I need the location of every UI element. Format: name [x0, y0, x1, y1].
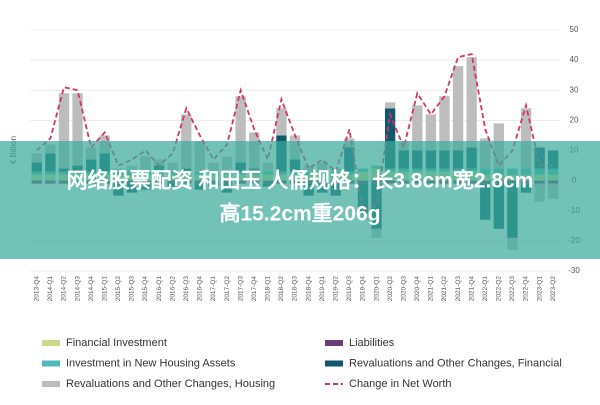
- x-tick-label: 2016-Q4: [197, 276, 204, 302]
- x-tick-label: 2019-Q4: [360, 276, 367, 302]
- bar: [452, 66, 464, 151]
- y-tick-label: -30: [568, 266, 580, 275]
- x-tick-label: 2020-Q2: [387, 276, 394, 302]
- x-tick-label: 2015-Q4: [142, 276, 149, 302]
- x-tick-label: 2017-Q4: [251, 276, 258, 302]
- x-tick-label: 2016-Q2: [169, 276, 176, 302]
- x-tick-label: 2013-Q4: [34, 276, 41, 302]
- legend-label: Change in Net Worth: [349, 378, 452, 390]
- x-tick-label: 2018-Q3: [292, 276, 299, 302]
- legend-label: Revaluations and Other Changes, Housing: [66, 378, 275, 390]
- x-tick-label: 2018-Q1: [265, 276, 272, 302]
- x-tick-label: 2023-Q1: [536, 276, 543, 302]
- x-tick-label: 2018-Q4: [305, 276, 312, 302]
- x-tick-label: 2021-Q3: [455, 276, 462, 302]
- x-tick-label: 2022-Q3: [509, 276, 516, 302]
- bar: [276, 108, 287, 136]
- bar: [466, 57, 477, 148]
- legend-swatch: [325, 340, 343, 346]
- bar: [72, 93, 83, 166]
- bar: [439, 96, 450, 151]
- legend-swatch: [42, 360, 60, 367]
- x-tick-label: 2016-Q1: [156, 276, 163, 302]
- legend-swatch: [325, 360, 343, 367]
- y-tick-label: 50: [570, 25, 579, 34]
- bar: [384, 108, 396, 169]
- bar: [425, 114, 437, 151]
- y-tick-label: 40: [570, 55, 579, 64]
- x-tick-label: 2020-Q4: [414, 276, 421, 302]
- legend-label: Financial Investment: [66, 337, 167, 349]
- x-tick-label: 2019-Q1: [319, 276, 326, 302]
- x-tick-label: 2016-Q3: [183, 276, 190, 302]
- x-tick-label: 2022-Q1: [482, 276, 489, 302]
- x-tick-label: 2014-Q1: [47, 276, 54, 302]
- x-tick-label: 2015-Q1: [101, 276, 108, 302]
- x-tick-label: 2018-Q2: [278, 276, 285, 302]
- bar: [235, 96, 246, 163]
- x-tick-label: 2022-Q2: [496, 276, 503, 302]
- x-tick-label: 2020-Q3: [400, 276, 407, 302]
- x-tick-label: 2019-Q2: [332, 276, 339, 302]
- x-tick-label: 2022-Q4: [523, 276, 530, 302]
- y-tick-label: 20: [570, 115, 579, 124]
- x-tick-label: 2020-Q1: [373, 276, 380, 302]
- legend-label: Investment in New Housing Assets: [66, 357, 236, 369]
- x-tick-label: 2021-Q2: [441, 276, 448, 302]
- bar: [58, 93, 70, 169]
- bar: [412, 105, 423, 151]
- overlay-text: 网络股票配资 和田玉 人俑规格：长3.8cm宽2.8cm: [67, 169, 534, 193]
- x-tick-label: 2015-Q2: [115, 276, 122, 302]
- legend-label: Revaluations and Other Changes, Financia…: [349, 357, 562, 369]
- legend-label: Liabilities: [349, 337, 395, 349]
- x-tick-label: 2017-Q1: [210, 276, 217, 302]
- y-tick-label: 30: [570, 85, 579, 94]
- legend-swatch: [42, 381, 60, 387]
- x-tick-label: 2017-Q3: [237, 276, 244, 302]
- x-tick-label: 2019-Q3: [346, 276, 353, 302]
- x-tick-label: 2021-Q4: [468, 276, 475, 302]
- overlay-banner: [0, 141, 600, 259]
- x-tick-label: 2014-Q2: [61, 276, 68, 302]
- x-tick-label: 2023-Q2: [550, 276, 557, 302]
- bar: [384, 102, 396, 109]
- legend-swatch: [42, 340, 60, 346]
- x-tick-label: 2015-Q3: [129, 276, 136, 302]
- x-tick-label: 2014-Q4: [88, 276, 95, 302]
- bar: [520, 108, 532, 169]
- x-tick-label: 2021-Q1: [428, 276, 435, 302]
- x-tick-label: 2017-Q2: [224, 276, 231, 302]
- overlay-text: 高15.2cm重206g: [219, 202, 380, 226]
- x-tick-label: 2014-Q3: [74, 276, 81, 302]
